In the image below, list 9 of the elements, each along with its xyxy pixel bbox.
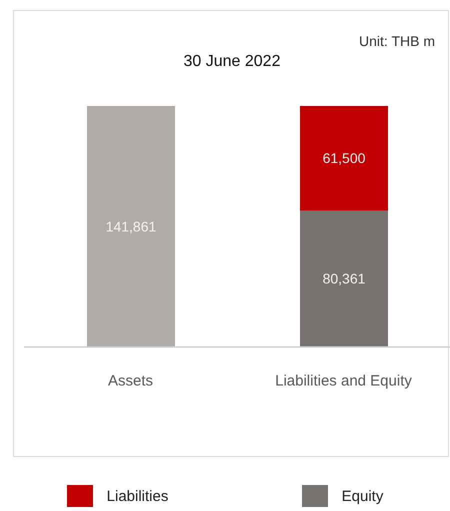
text: Unit: THB m xyxy=(359,33,435,49)
chart-title: 30 June 2022 xyxy=(182,53,282,71)
data-label: 80,361 xyxy=(322,270,366,287)
legend-label: Equity xyxy=(342,488,384,504)
data-label: 61,500 xyxy=(322,150,366,166)
legend-label: Liabilities xyxy=(106,488,168,504)
data-label: 141,861 xyxy=(106,218,157,234)
x-tick-label: Liabilities and Equity xyxy=(275,372,412,390)
x-tick-label: Assets xyxy=(108,372,154,390)
